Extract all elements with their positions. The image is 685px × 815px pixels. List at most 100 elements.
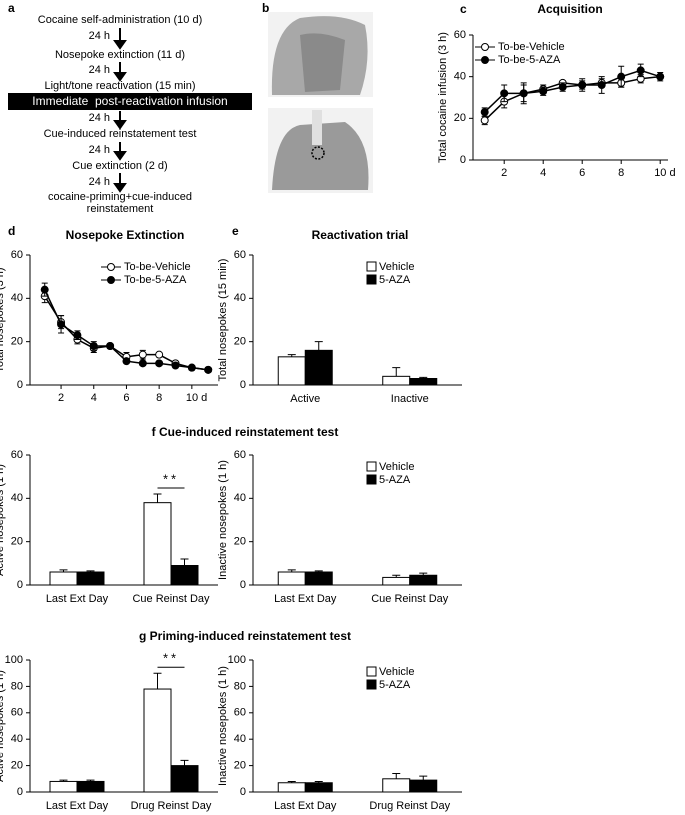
bar — [170, 565, 199, 586]
error-bar — [86, 779, 95, 782]
significance-label: ** — [163, 651, 179, 666]
bar — [76, 571, 105, 586]
y-tick-label: 40 — [234, 492, 246, 504]
bar — [143, 688, 172, 793]
y-tick-label: 40 — [234, 733, 246, 745]
bar — [49, 780, 78, 793]
data-point — [204, 365, 213, 374]
y-axis-label: Inactive nosepokes (1 h) — [217, 666, 229, 786]
bar — [382, 375, 411, 386]
x-tick-label: 6 — [123, 392, 129, 404]
bar — [304, 571, 333, 586]
x-tick-label: 10 d — [186, 392, 207, 404]
y-tick-label: 20 — [11, 760, 23, 772]
data-point — [138, 359, 147, 368]
y-tick-label: 60 — [454, 29, 466, 41]
x-tick-label: Active — [290, 393, 320, 405]
legend-label: To-be-5-AZA — [124, 274, 187, 286]
legend-label: Vehicle — [379, 666, 414, 678]
bar — [304, 349, 333, 386]
legend-label: 5-AZA — [379, 474, 411, 486]
panel-label: b — [262, 1, 269, 15]
legend-swatch — [366, 666, 377, 677]
x-tick-label: 4 — [540, 167, 546, 179]
bar — [382, 778, 411, 793]
data-point — [171, 361, 180, 370]
y-tick-label: 0 — [240, 379, 246, 391]
error-bar — [59, 569, 68, 572]
flow-step: Cue extinction (2 d) — [72, 160, 167, 172]
error-bar — [392, 773, 401, 779]
panel-label: d — [8, 224, 15, 238]
data-point — [500, 89, 509, 98]
bar — [277, 356, 306, 386]
data-point — [122, 357, 131, 366]
bar — [76, 780, 105, 793]
chart-title: Nosepoke Extinction — [66, 228, 185, 242]
data-point — [480, 116, 489, 125]
x-tick-label: 10 d — [654, 167, 675, 179]
flow-step: cocaine-priming+cue-induced — [48, 191, 192, 203]
y-tick-label: 20 — [234, 760, 246, 772]
flow-interval: 24 h — [89, 144, 110, 156]
bar — [170, 765, 199, 793]
y-tick-label: 0 — [17, 579, 23, 591]
y-tick-label: 20 — [234, 536, 246, 548]
significance-label: ** — [163, 471, 179, 486]
y-axis-label: Active nosepokes (1 h) — [0, 464, 6, 576]
data-point — [40, 285, 49, 294]
x-tick-label: Inactive — [391, 393, 429, 405]
error-bar — [419, 572, 428, 576]
panel-label: g — [139, 629, 146, 643]
section-title: g Priming-induced reinstatement test — [139, 629, 351, 643]
x-tick-label: Cue Reinst Day — [132, 593, 210, 605]
legend-label: To-be-5-AZA — [498, 54, 561, 66]
error-bar — [59, 779, 68, 782]
bar — [277, 571, 306, 586]
error-bar — [392, 367, 401, 377]
legend-label: 5-AZA — [379, 274, 411, 286]
bar — [382, 576, 411, 586]
bar — [409, 574, 438, 586]
data-point — [636, 66, 645, 75]
error-bar — [153, 493, 162, 503]
x-tick-label: 6 — [579, 167, 585, 179]
legend-swatch — [366, 679, 377, 690]
error-bar — [419, 376, 428, 379]
legend-swatch — [366, 474, 377, 485]
flow-step: Immediate post-reactivation infusion — [32, 94, 227, 108]
histology-images — [268, 12, 373, 193]
error-bar — [314, 780, 323, 783]
y-tick-label: 100 — [228, 654, 246, 666]
flow-step: Nosepoke extinction (11 d) — [55, 49, 185, 61]
data-point — [106, 342, 115, 350]
y-axis-label: Total cocaine infusion (3 h) — [437, 32, 449, 163]
data-point — [519, 89, 528, 98]
x-tick-label: Drug Reinst Day — [369, 800, 450, 812]
flow-step: Cocaine self-administration (10 d) — [38, 14, 202, 26]
x-tick-label: Last Ext Day — [46, 800, 109, 812]
data-point — [480, 108, 489, 117]
legend-label: To-be-Vehicle — [498, 41, 565, 53]
y-tick-label: 0 — [240, 786, 246, 798]
y-tick-label: 20 — [11, 336, 23, 348]
flow-interval: 24 h — [89, 30, 110, 42]
error-bar — [153, 672, 162, 690]
x-tick-label: Drug Reinst Day — [131, 800, 212, 812]
chart-title: Cue-induced reinstatement test — [159, 425, 338, 439]
x-tick-label: 2 — [501, 167, 507, 179]
y-axis-label: Inactive nosepokes (1 h) — [217, 460, 229, 580]
y-tick-label: 40 — [11, 492, 23, 504]
data-point — [73, 331, 82, 340]
data-point — [187, 363, 196, 372]
flow-step: Cue-induced reinstatement test — [44, 128, 197, 140]
chart-title: Priming-induced reinstatement test — [150, 629, 351, 643]
y-tick-label: 40 — [11, 292, 23, 304]
x-tick-label: 2 — [58, 392, 64, 404]
y-tick-label: 60 — [11, 449, 23, 461]
x-tick-label: 8 — [156, 392, 162, 404]
y-tick-label: 100 — [5, 654, 23, 666]
legend-label: To-be-Vehicle — [124, 261, 191, 273]
data-point — [558, 83, 567, 92]
